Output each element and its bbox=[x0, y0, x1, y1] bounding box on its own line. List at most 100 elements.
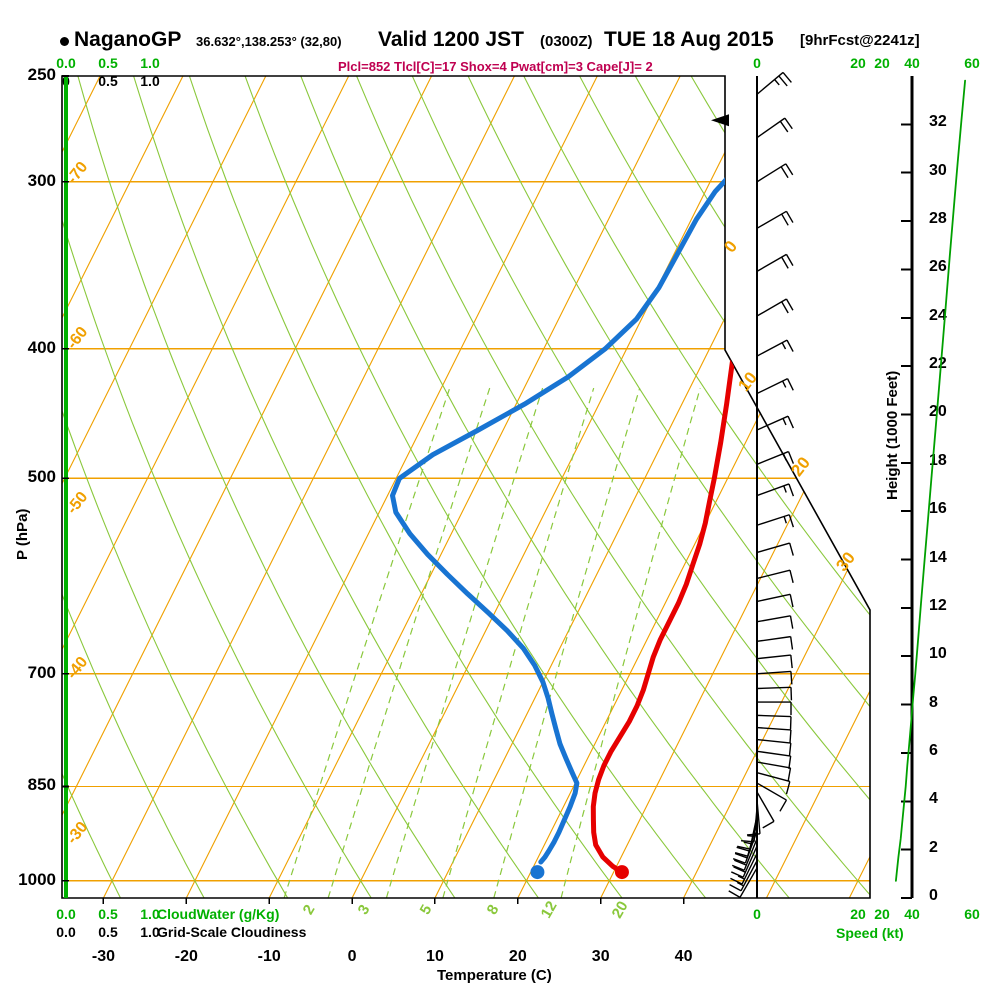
dry-adiabat-10 bbox=[77, 76, 456, 898]
dry-adiabat--10 bbox=[62, 76, 289, 898]
height-tick-28: 28 bbox=[929, 210, 947, 228]
surface-temperature-marker bbox=[614, 865, 629, 880]
wind-barb bbox=[756, 542, 794, 556]
wind-barb bbox=[756, 117, 793, 139]
height-tick-0: 0 bbox=[929, 887, 938, 904]
dry-adiabat--20 bbox=[62, 76, 205, 898]
height-speed-tick-bottom-40: 40 bbox=[904, 906, 920, 922]
height-tick-6: 6 bbox=[929, 741, 938, 759]
dry-adiabat-100 bbox=[579, 76, 870, 898]
height-speed-tick-top-60: 60 bbox=[964, 55, 980, 71]
isotherm--10 bbox=[268, 76, 681, 898]
height-speed-tick-top-40: 40 bbox=[904, 55, 920, 71]
mixing-ratio-label-3: 3 bbox=[355, 902, 374, 918]
top-cloudwater-tick-0: 0.0 bbox=[56, 55, 76, 71]
bottom-cloudiness-tick-2: 1.0 bbox=[140, 924, 160, 940]
wind-barb bbox=[732, 830, 758, 864]
wind-barb bbox=[756, 569, 794, 583]
wind-barb bbox=[757, 701, 792, 716]
pressure-tick-300: 300 bbox=[27, 170, 56, 190]
mixing-ratio-label-2: 2 bbox=[300, 902, 319, 918]
height-tick-22: 22 bbox=[929, 355, 947, 373]
wind-barb bbox=[756, 483, 795, 497]
pressure-tick-1000: 1000 bbox=[18, 869, 56, 889]
cloudwater-axis-title: CloudWater (g/Kg) bbox=[157, 906, 280, 922]
top-cloudiness-tick-2: 1.0 bbox=[140, 73, 160, 89]
barb-speed-tick-top-20: 20 bbox=[850, 55, 866, 71]
bottom-cloudwater-tick-1: 0.5 bbox=[98, 906, 118, 922]
wind-barb bbox=[756, 761, 792, 781]
station-bullet-icon bbox=[60, 37, 69, 46]
wind-barb bbox=[729, 860, 758, 892]
isotherm-30 bbox=[600, 76, 870, 898]
wind-barb bbox=[756, 738, 792, 757]
wind-barb bbox=[756, 450, 795, 465]
height-tick-8: 8 bbox=[929, 693, 938, 711]
wind-barb bbox=[756, 686, 793, 701]
dry-adiabat-20 bbox=[133, 76, 539, 898]
height-speed-tick-bottom-60: 60 bbox=[964, 906, 980, 922]
temperature-tick-20: 20 bbox=[508, 948, 527, 965]
top-cloudwater-tick-1: 0.5 bbox=[98, 55, 118, 71]
pressure-tick-250: 250 bbox=[27, 65, 56, 84]
temperature-tick--30: -30 bbox=[91, 948, 115, 965]
barb-speed-tick-bottom-20: 20 bbox=[850, 906, 866, 922]
height-tick-2: 2 bbox=[929, 838, 938, 856]
wind-barb bbox=[756, 771, 791, 795]
dry-adiabat-50 bbox=[300, 76, 790, 898]
station-name: NaganoGP bbox=[74, 28, 182, 51]
dry-adiabat-110 bbox=[634, 76, 870, 898]
temperature-tick-0: 0 bbox=[347, 948, 357, 965]
mixing-ratio-3 bbox=[327, 387, 491, 898]
temperature-tick-10: 10 bbox=[426, 948, 444, 965]
wind-barb bbox=[756, 210, 794, 229]
bottom-cloudwater-tick-2: 1.0 bbox=[140, 906, 160, 922]
wind-barb bbox=[756, 635, 794, 650]
wind-barb bbox=[730, 853, 758, 885]
plot-frame bbox=[61, 75, 871, 899]
height-tick-24: 24 bbox=[929, 306, 947, 324]
isotherm--90 bbox=[0, 76, 17, 898]
temperature-tick-30: 30 bbox=[591, 948, 610, 965]
temperature-axis-title: Temperature (C) bbox=[437, 967, 552, 984]
forecast-stamp: [9hrFcst@2241z] bbox=[800, 32, 920, 49]
valid-time-utc: (0300Z) bbox=[540, 33, 593, 50]
wind-barb bbox=[756, 71, 792, 95]
dry-adiabat-80 bbox=[467, 76, 870, 898]
isotherm-label-right-30: 30 bbox=[832, 548, 859, 575]
isotherm-40 bbox=[683, 76, 870, 898]
speed-axis-title: Speed (kt) bbox=[836, 925, 904, 941]
height-tick-12: 12 bbox=[929, 596, 947, 614]
wind-barb bbox=[731, 845, 758, 878]
wind-barb-pennant bbox=[711, 114, 729, 127]
isotherm--50 bbox=[62, 76, 350, 898]
wind-barb bbox=[756, 415, 794, 431]
mixing-ratio-label-20: 20 bbox=[609, 898, 632, 921]
top-cloudiness-tick-1: 0.5 bbox=[98, 73, 118, 89]
mixing-ratio-label-8: 8 bbox=[484, 902, 503, 918]
dry-adiabat-170 bbox=[970, 76, 1000, 898]
dewpoint-profile bbox=[390, 91, 792, 865]
wind-barb bbox=[756, 750, 792, 769]
height-tick-4: 4 bbox=[929, 790, 938, 808]
valid-time: Valid 1200 JST bbox=[378, 28, 524, 51]
top-cloudwater-tick-2: 1.0 bbox=[140, 55, 160, 71]
wind-barb bbox=[756, 514, 795, 528]
stability-indices: Plcl=852 Tlcl[C]=17 Shox=4 Pwat[cm]=3 Ca… bbox=[338, 59, 653, 74]
isotherm-0 bbox=[351, 76, 764, 898]
height-tick-30: 30 bbox=[929, 161, 947, 179]
valid-date: TUE 18 Aug 2015 bbox=[604, 28, 774, 51]
isotherm-50 bbox=[765, 76, 870, 898]
dry-adiabat--30 bbox=[62, 76, 121, 898]
wind-barb bbox=[756, 782, 788, 812]
surface-dewpoint-marker bbox=[530, 865, 545, 880]
wind-barb-layer bbox=[711, 71, 795, 898]
wind-barb bbox=[756, 253, 794, 272]
temperature-tick--20: -20 bbox=[174, 948, 198, 965]
isotherm-label-right-0: 0 bbox=[720, 237, 741, 256]
height-tick-32: 32 bbox=[929, 113, 947, 131]
height-tick-14: 14 bbox=[929, 548, 947, 566]
pressure-tick-850: 850 bbox=[27, 775, 56, 795]
dry-adiabat-160 bbox=[914, 76, 1000, 898]
